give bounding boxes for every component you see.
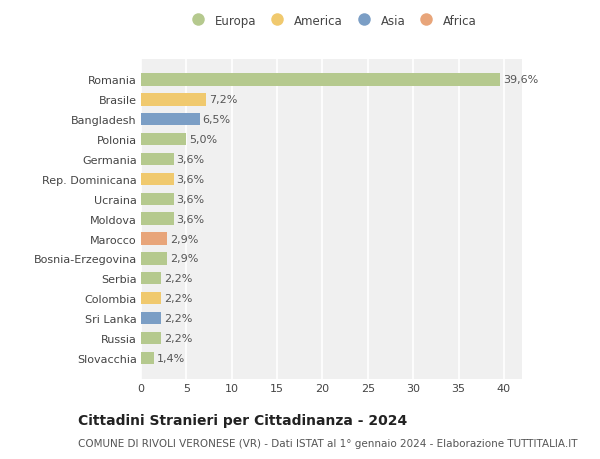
Text: 3,6%: 3,6% — [176, 155, 205, 165]
Text: 2,2%: 2,2% — [164, 293, 192, 303]
Bar — [141, 174, 173, 185]
Bar — [141, 332, 161, 344]
Bar — [141, 74, 500, 86]
Text: 1,4%: 1,4% — [157, 353, 185, 363]
Bar — [141, 153, 173, 166]
Text: 2,2%: 2,2% — [164, 274, 192, 284]
Text: 5,0%: 5,0% — [189, 135, 217, 145]
Text: 2,2%: 2,2% — [164, 333, 192, 343]
Bar — [141, 292, 161, 305]
Bar — [141, 213, 173, 225]
Bar — [141, 233, 167, 245]
Text: 39,6%: 39,6% — [503, 75, 538, 85]
Text: Cittadini Stranieri per Cittadinanza - 2024: Cittadini Stranieri per Cittadinanza - 2… — [78, 414, 407, 428]
Bar — [141, 94, 206, 106]
Text: 2,9%: 2,9% — [170, 254, 199, 264]
Bar — [141, 312, 161, 325]
Text: 7,2%: 7,2% — [209, 95, 238, 105]
Text: COMUNE DI RIVOLI VERONESE (VR) - Dati ISTAT al 1° gennaio 2024 - Elaborazione TU: COMUNE DI RIVOLI VERONESE (VR) - Dati IS… — [78, 438, 577, 448]
Bar — [141, 273, 161, 285]
Legend: Europa, America, Asia, Africa: Europa, America, Asia, Africa — [186, 15, 477, 28]
Bar — [141, 134, 187, 146]
Text: 2,9%: 2,9% — [170, 234, 199, 244]
Text: 6,5%: 6,5% — [203, 115, 231, 125]
Bar — [141, 193, 173, 206]
Text: 3,6%: 3,6% — [176, 194, 205, 204]
Text: 3,6%: 3,6% — [176, 174, 205, 185]
Text: 2,2%: 2,2% — [164, 313, 192, 323]
Bar — [141, 253, 167, 265]
Bar — [141, 352, 154, 364]
Bar — [141, 114, 200, 126]
Text: 3,6%: 3,6% — [176, 214, 205, 224]
